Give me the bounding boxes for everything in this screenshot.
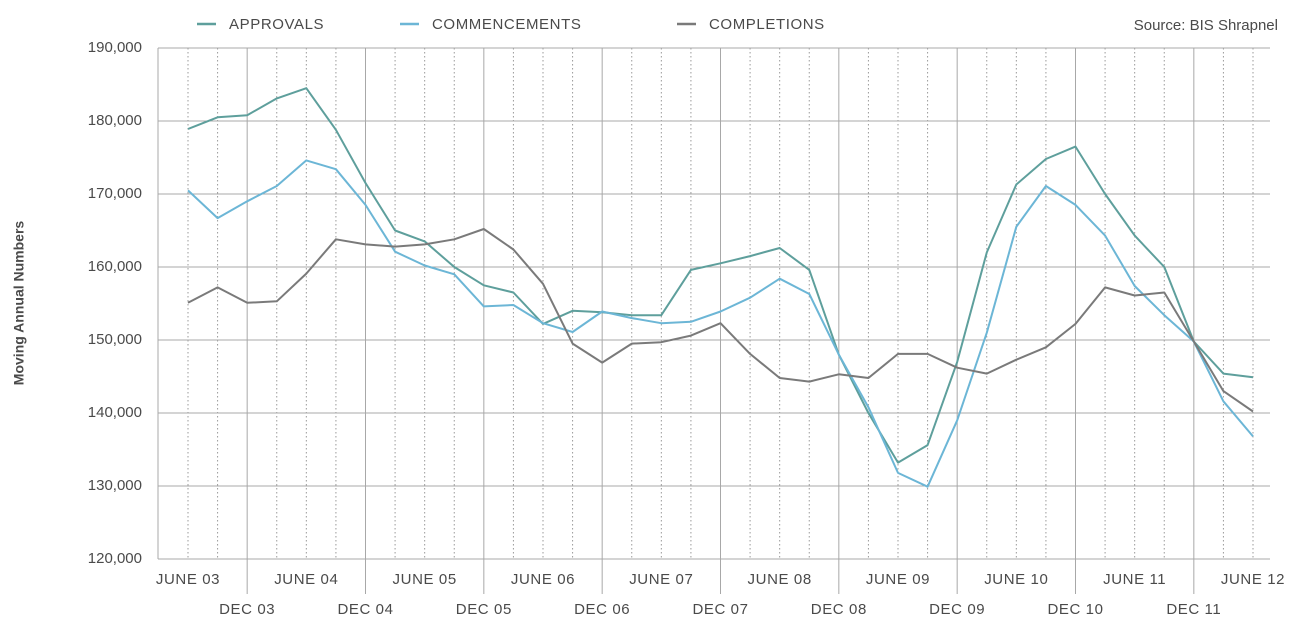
legend-label: COMMENCEMENTS <box>432 16 581 33</box>
y-tick-label: 130,000 <box>88 477 142 494</box>
y-tick-label: 170,000 <box>88 185 142 202</box>
x-tick-label: JUNE 06 <box>511 571 575 588</box>
series-line <box>187 87 1254 464</box>
series-line <box>187 228 1254 413</box>
source-note: Source: BIS Shrapnel <box>1134 17 1278 34</box>
y-tick-label: 150,000 <box>88 331 142 348</box>
y-tick-label: 180,000 <box>88 112 142 129</box>
x-tick-label: JUNE 05 <box>393 571 457 588</box>
legend-label: APPROVALS <box>229 16 324 33</box>
y-axis-label: Moving Annual Numbers <box>11 221 27 386</box>
x-tick-label: DEC 10 <box>1047 601 1103 618</box>
x-tick-label: DEC 04 <box>337 601 393 618</box>
x-tick-label: DEC 11 <box>1166 601 1221 618</box>
legend-label: COMPLETIONS <box>709 16 825 33</box>
series-line <box>187 159 1254 488</box>
y-tick-label: 120,000 <box>88 550 142 567</box>
x-tick-label: DEC 05 <box>456 601 512 618</box>
y-tick-label: 160,000 <box>88 258 142 275</box>
y-tick-label: 140,000 <box>88 404 142 421</box>
x-tick-label: DEC 03 <box>219 601 275 618</box>
x-tick-label: DEC 07 <box>692 601 748 618</box>
x-tick-label: JUNE 08 <box>748 571 812 588</box>
x-tick-label: JUNE 10 <box>984 571 1048 588</box>
x-tick-label: JUNE 12 <box>1221 571 1285 588</box>
x-tick-label: JUNE 07 <box>629 571 693 588</box>
y-tick-label: 190,000 <box>88 39 142 56</box>
x-tick-label: JUNE 04 <box>274 571 338 588</box>
x-tick-label: DEC 09 <box>929 601 985 618</box>
x-tick-label: DEC 08 <box>811 601 867 618</box>
x-tick-label: JUNE 09 <box>866 571 930 588</box>
x-tick-label: JUNE 11 <box>1103 571 1166 588</box>
x-tick-label: JUNE 03 <box>156 571 220 588</box>
x-tick-label: DEC 06 <box>574 601 630 618</box>
